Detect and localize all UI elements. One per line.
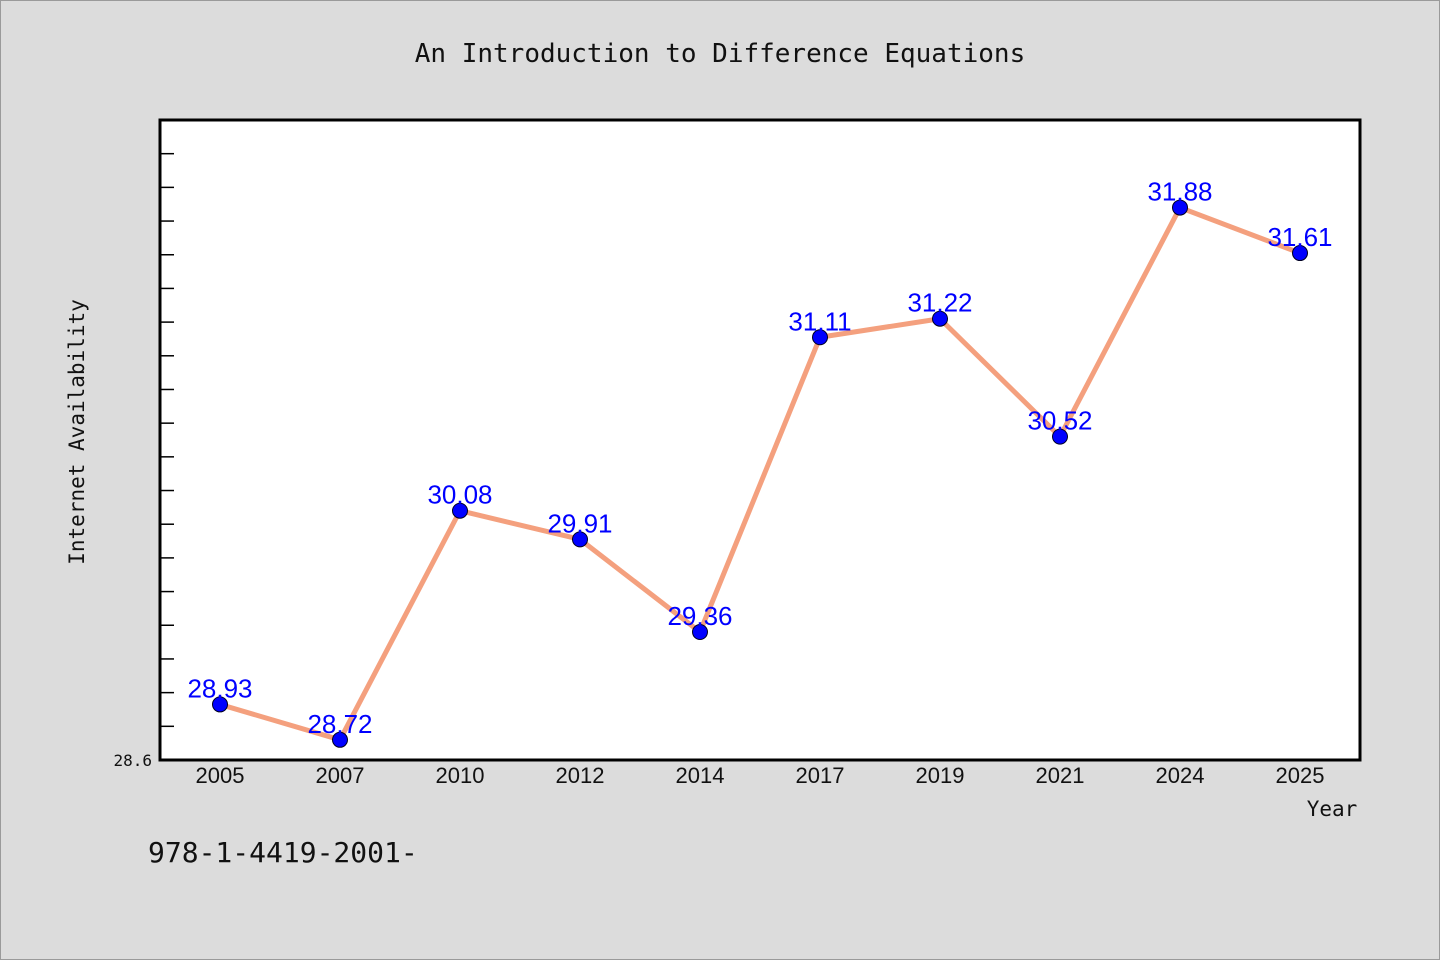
x-tick-label: 2010	[436, 763, 485, 788]
x-axis-ticks: 2005 2007 2010 2012 2014 2017 2019 2021 2024 2025	[196, 763, 1325, 788]
x-tick-label: 2024	[1156, 763, 1205, 788]
x-tick-label: 2014	[676, 763, 725, 788]
data-value-label: 30.52	[1027, 406, 1092, 436]
y-axis-ticks	[160, 152, 174, 728]
data-value-label: 30.08	[427, 480, 492, 510]
data-value-label: 31.88	[1147, 177, 1212, 207]
data-point-marker	[692, 624, 708, 640]
data-value-label: 28.72	[307, 709, 372, 739]
data-value-label: 31.11	[788, 306, 851, 336]
x-tick-label: 2019	[916, 763, 965, 788]
data-point-marker	[932, 310, 948, 327]
x-tick-label: 2021	[1036, 763, 1085, 788]
data-point-marker	[212, 696, 228, 713]
footer-isbn-text: 978-1-4419-2001-	[148, 836, 418, 869]
chart-title: An Introduction to Difference Equations	[415, 39, 1025, 69]
data-point-marker	[332, 731, 348, 748]
data-point-marker	[812, 329, 828, 346]
data-point-marker	[452, 502, 468, 519]
data-value-label: 29.36	[667, 601, 732, 631]
data-markers	[212, 199, 1308, 748]
data-value-label: 31.61	[1267, 222, 1332, 252]
data-value-label: 31.22	[907, 288, 972, 318]
x-axis-label: Year	[1307, 797, 1358, 821]
data-point-marker	[572, 531, 588, 548]
data-value-label: 29.91	[547, 508, 612, 538]
data-point-marker	[1172, 199, 1188, 216]
plot-area	[158, 118, 1362, 762]
data-point-marker	[1292, 245, 1308, 262]
data-labels: 28.93 28.72 30.08 29.91 29.36 31.11 31.22 30.52…	[187, 177, 1332, 739]
data-point-marker	[1052, 428, 1068, 445]
y-axis-min-label: 28.6	[113, 751, 152, 770]
data-value-label: 28.93	[187, 673, 252, 703]
x-tick-label: 2007	[316, 763, 365, 788]
x-tick-label: 2025	[1276, 763, 1325, 788]
series-line	[217, 205, 1303, 743]
y-axis-label: Internet Availability	[65, 299, 89, 565]
x-tick-label: 2017	[796, 763, 845, 788]
x-tick-label: 2005	[196, 763, 245, 788]
x-tick-label: 2012	[556, 763, 605, 788]
